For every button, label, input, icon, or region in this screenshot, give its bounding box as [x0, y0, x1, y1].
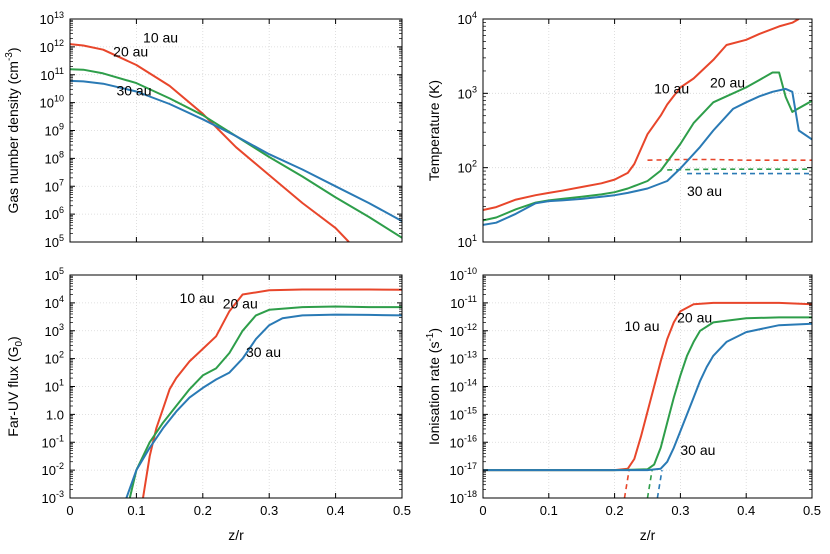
series-label: 30 au — [680, 442, 715, 458]
y-tick-label: 10-13 — [450, 350, 477, 367]
series-label: 30 au — [687, 183, 722, 199]
y-axis-label: Temperature (K) — [426, 80, 442, 181]
x-tick-label: 0.5 — [393, 503, 411, 518]
y-tick-label: 10-15 — [450, 405, 477, 422]
x-axis-label: z/r — [228, 527, 244, 543]
x-tick-label: 0 — [479, 503, 486, 518]
panel-fuv: 10 au 20 au 30 au 0 0.1 0.2 0.3 0.4 0.5 10-3 10-2 1… — [5, 266, 411, 543]
series-label: 10 au — [143, 30, 178, 46]
y-axis-label: Ionisation rate (s-1) — [425, 328, 442, 445]
x-tick-label: 0.4 — [737, 503, 755, 518]
dashed-series-line — [623, 469, 630, 498]
y-tick-label: 104 — [458, 10, 477, 27]
x-tick-label: 0.1 — [127, 503, 145, 518]
series-line-20au — [70, 68, 402, 239]
series-line-20au — [483, 316, 812, 472]
panel-ionisation: 10 au 20 au 30 au 0 0.1 0.2 0.3 0.4 0.5 10-18 10-1… — [425, 266, 821, 543]
y-tick-label: 10-3 — [42, 489, 64, 506]
series-group — [70, 43, 402, 242]
series-label: 20 au — [710, 74, 745, 90]
y-tick-label: 10-12 — [450, 322, 477, 339]
y-tick-label: 10-11 — [450, 294, 477, 311]
grid — [70, 275, 402, 498]
series-line-30au — [483, 87, 812, 226]
series-label: 10 au — [180, 290, 215, 306]
x-tick-label: 0.1 — [540, 503, 558, 518]
y-tick-label: 1013 — [40, 10, 64, 27]
x-tick-label: 0.2 — [606, 503, 624, 518]
y-tick-label: 102 — [45, 350, 64, 367]
y-tick-label: 10-10 — [450, 266, 477, 283]
dashed-series-line — [656, 469, 663, 498]
y-tick-label: 10-2 — [42, 461, 64, 478]
y-tick-label: 107 — [45, 177, 64, 194]
dashed-series-line — [667, 168, 812, 171]
series-group — [125, 288, 402, 498]
series-line-10au — [70, 43, 350, 242]
y-tick-label: 105 — [45, 266, 64, 283]
y-tick-label: 10-17 — [450, 461, 477, 478]
y-tick-label: 1012 — [40, 38, 64, 55]
series-group — [483, 19, 812, 226]
y-tick-label: 109 — [45, 122, 64, 139]
series-label: 30 au — [116, 83, 151, 99]
series-line-10au — [142, 288, 402, 498]
series-label: 20 au — [677, 309, 712, 325]
y-tick-label: 104 — [45, 294, 64, 311]
series-label: 10 au — [654, 80, 689, 96]
x-axis-label: z/r — [640, 527, 656, 543]
x-tick-label: 0.2 — [194, 503, 212, 518]
series-label: 30 au — [246, 344, 281, 360]
series-line-30au — [125, 313, 402, 498]
y-axis-label: Gas number density (cm-3) — [4, 47, 21, 213]
series-label: 20 au — [223, 295, 258, 311]
y-tick-label: 103 — [458, 84, 477, 101]
series-label: 10 au — [624, 318, 659, 334]
y-axis-label: Far-UV flux (G0) — [5, 336, 25, 436]
y-tick-label: 102 — [458, 159, 477, 176]
y-tick-label: 10-16 — [450, 433, 477, 450]
plot-frame — [482, 18, 813, 243]
series-group — [483, 301, 812, 498]
y-tick-label: 10-18 — [450, 489, 477, 506]
x-tick-label: 0.3 — [260, 503, 278, 518]
y-tick-label: 1010 — [40, 94, 64, 111]
series-line-30au — [483, 322, 812, 472]
y-tick-label: 103 — [45, 322, 64, 339]
panel-temperature: 10 au 20 au 30 au 101 102 103 104 Temperature (… — [426, 10, 813, 250]
y-tick-label: 106 — [45, 205, 64, 222]
dashed-series-line — [646, 469, 653, 498]
grid — [483, 275, 812, 498]
y-tick-label: 10-1 — [42, 433, 64, 450]
y-tick-label: 101 — [458, 233, 477, 250]
y-tick-label: 1.0 — [46, 407, 64, 422]
grid — [483, 19, 812, 242]
series-line-20au — [128, 305, 402, 498]
series-line-10au — [483, 19, 800, 211]
x-tick-label: 0.5 — [803, 503, 821, 518]
x-tick-label: 0 — [66, 503, 73, 518]
x-tick-label: 0.4 — [327, 503, 345, 518]
grid — [70, 19, 402, 242]
y-tick-label: 10-14 — [450, 378, 477, 395]
dashed-series-line — [647, 158, 812, 161]
series-label: 20 au — [113, 44, 148, 60]
y-tick-label: 1011 — [40, 66, 64, 83]
y-tick-label: 105 — [45, 233, 64, 250]
y-tick-label: 101 — [45, 378, 64, 395]
series-line-30au — [70, 79, 402, 222]
y-tick-label: 108 — [45, 149, 64, 166]
x-tick-label: 0.3 — [671, 503, 689, 518]
